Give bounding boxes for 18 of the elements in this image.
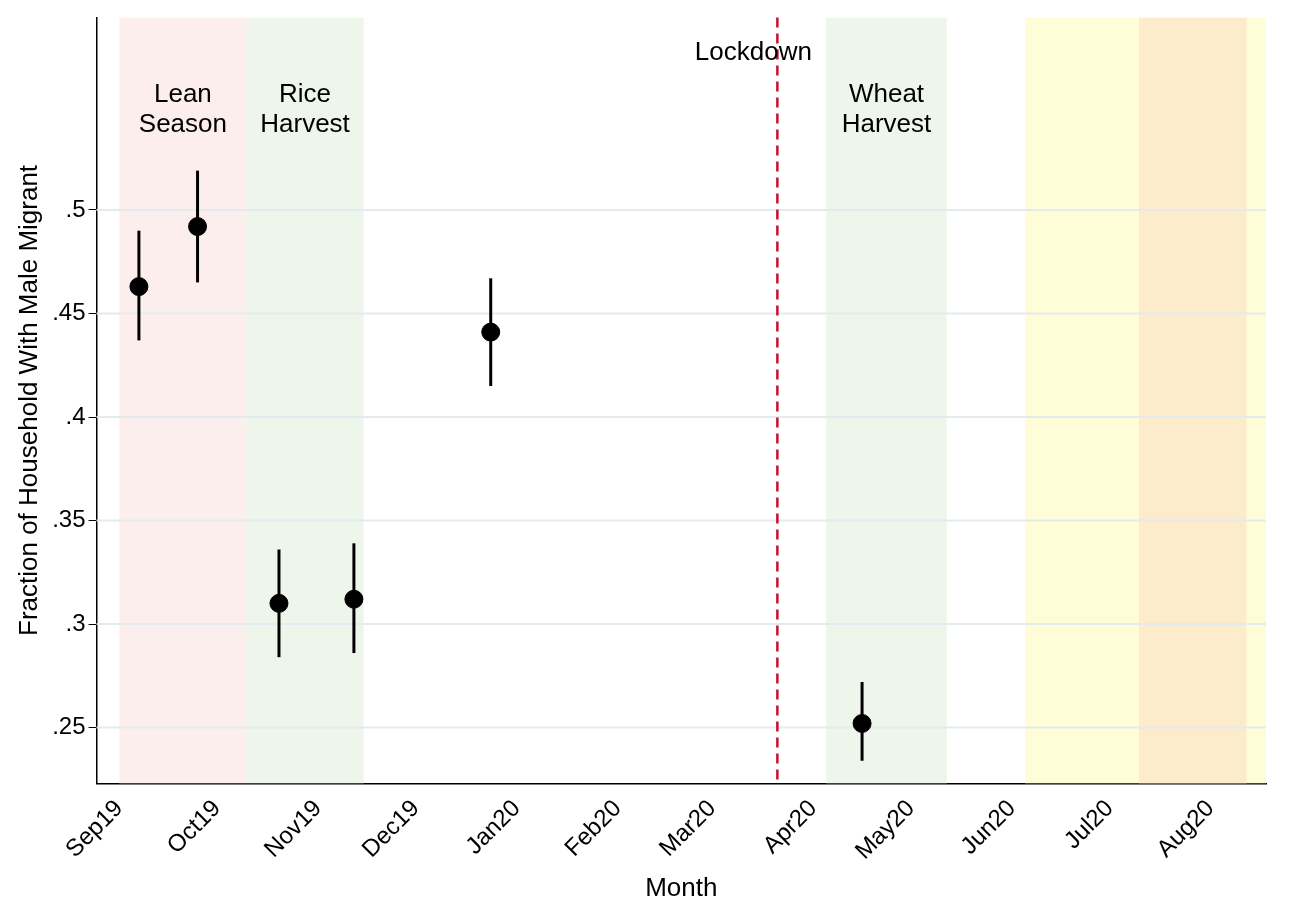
y-tick-label: .35 [52, 505, 86, 533]
point [129, 277, 149, 297]
y-axis-title: Fraction of Household With Male Migrant [12, 164, 43, 636]
y-tick-label: .45 [52, 298, 86, 326]
band-label: Wheat Harvest [841, 77, 933, 138]
point [481, 322, 501, 342]
band-label: Lean Season [138, 77, 227, 138]
y-tick-label: .5 [65, 194, 86, 222]
band-label: Rice Harvest [260, 77, 351, 138]
x-axis-title: Month [645, 871, 718, 902]
point [269, 593, 289, 613]
point [188, 217, 208, 237]
ref-line-label: Lockdown [694, 35, 812, 66]
y-tick-label: .4 [65, 401, 86, 429]
y-tick-label: .3 [65, 608, 86, 636]
point [852, 713, 872, 733]
point [344, 589, 364, 609]
y-tick-label: .25 [52, 712, 86, 740]
